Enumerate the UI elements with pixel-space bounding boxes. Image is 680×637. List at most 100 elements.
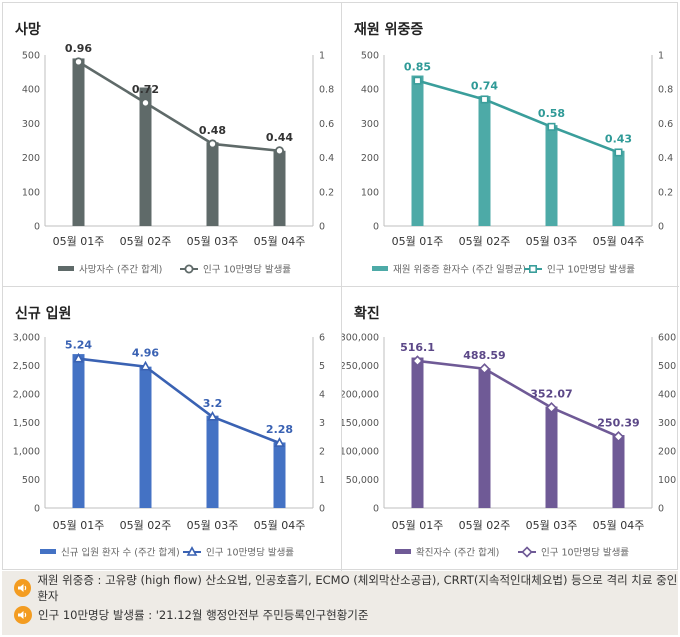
y-left-tick-label: 150,000	[342, 418, 379, 429]
note-critical-definition: 재원 위중증 : 고유량 (high flow) 산소요법, 인공호흡기, EC…	[14, 573, 678, 603]
legend-bar-label: 확진자수 (주간 합계)	[416, 547, 499, 559]
x-tick-label: 05월 04주	[593, 235, 645, 248]
y-left-tick-label: 100	[22, 187, 40, 198]
bar	[478, 96, 491, 226]
line-series	[78, 357, 280, 445]
line-marker	[411, 355, 424, 367]
line-marker	[74, 57, 84, 67]
y-left-tick-label: 100,000	[342, 447, 379, 458]
legend-line-label: 인구 10만명당 발생률	[206, 548, 294, 559]
bar	[545, 125, 558, 226]
legend-bar-swatch	[40, 549, 56, 554]
bar	[206, 142, 219, 226]
x-tick-label: 05월 01주	[53, 235, 105, 248]
data-label: 516.1	[400, 341, 435, 354]
note-text: 인구 10만명당 발생률 : '21.12월 행정안전부 주민등록인구현황기준	[38, 608, 369, 622]
line-marker	[207, 139, 217, 149]
line-marker	[73, 352, 84, 363]
line-marker	[274, 146, 284, 156]
y-right-tick-label: 0.2	[319, 187, 334, 198]
y-right-tick-label: 5	[319, 361, 325, 372]
y-left-tick-label: 1,000	[13, 447, 40, 458]
line-series	[417, 359, 620, 438]
y-right-tick-label: 0.4	[319, 153, 334, 164]
y-left-tick-label: 0	[34, 504, 40, 515]
x-tick-label: 05월 02주	[120, 519, 172, 532]
y-right-tick-label: 0.6	[658, 119, 673, 130]
legend-bar-label: 사망자수 (주간 합계)	[79, 264, 162, 276]
y-right-tick-label: 0	[658, 222, 664, 233]
chart-svg: 0 500 1,000 1,500 2,000 2,500 3,000 0 1 2 3 4 5 6 05월 …	[13, 333, 325, 559]
data-label: 0.44	[266, 131, 293, 144]
y-left-tick-label: 0	[34, 222, 40, 233]
y-right-tick-label: 3	[319, 418, 325, 429]
y-left-tick-label: 1,500	[13, 418, 40, 429]
y-left-tick-label: 2,500	[13, 361, 40, 372]
legend-line-label: 인구 10만명당 발생률	[547, 265, 635, 276]
chart-svg: 0 50,000 100,000 150,000 200,000 250,000 300,0…	[342, 333, 676, 559]
line-marker	[274, 437, 285, 447]
legend-bar-swatch	[372, 266, 388, 271]
y-left-tick-label: 200,000	[342, 390, 379, 401]
y-right-tick-label: 6	[319, 333, 325, 344]
y-right-tick-label: 0	[319, 504, 325, 515]
data-label: 3.2	[203, 397, 223, 410]
x-tick-label: 05월 01주	[53, 519, 105, 532]
legend-bar-label: 재원 위중증 환자수 (주간 일평균)	[393, 264, 526, 276]
bar	[139, 366, 152, 508]
data-label: 0.72	[132, 83, 159, 96]
data-label: 2.28	[266, 423, 293, 436]
line-marker	[547, 122, 556, 131]
x-tick-label: 05월 02주	[459, 235, 511, 248]
x-tick-label: 05월 04주	[593, 519, 645, 532]
bar	[72, 354, 85, 508]
x-tick-label: 05월 03주	[187, 235, 239, 248]
panel-title: 사망	[15, 22, 41, 38]
y-left-tick-label: 300,000	[342, 333, 379, 344]
data-label: 352.07	[530, 388, 572, 401]
y-right-tick-label: 1	[319, 475, 325, 486]
data-label: 0.48	[199, 124, 226, 137]
y-right-tick-label: 4	[319, 390, 325, 401]
line-marker	[140, 360, 151, 371]
panel-confirmed: 확진 0 50,000 100,000 150,000 200,000 250,000 30…	[342, 287, 680, 570]
bar	[545, 406, 558, 508]
y-right-tick-label: 600	[658, 333, 676, 344]
bar	[411, 357, 424, 508]
vertical-divider	[341, 3, 342, 571]
y-left-tick-label: 400	[22, 85, 40, 96]
legend-line-marker	[529, 264, 538, 273]
y-left-tick-label: 50,000	[346, 475, 379, 486]
bar	[139, 87, 152, 227]
line-series	[77, 60, 280, 153]
line-marker	[614, 148, 623, 157]
y-left-tick-label: 0	[373, 222, 379, 233]
y-right-tick-label: 400	[658, 390, 676, 401]
bar	[612, 150, 625, 226]
line-marker	[140, 98, 150, 108]
y-left-tick-label: 500	[361, 51, 379, 62]
panel-title: 확진	[354, 306, 380, 322]
data-label: 0.74	[471, 79, 498, 92]
y-left-tick-label: 200	[361, 153, 379, 164]
panel-admissions: 신규 입원 0 500 1,000 1,500 2,000 2,500 3,000 0 1 2 3 4…	[3, 287, 341, 570]
data-label: 488.59	[463, 349, 505, 362]
x-tick-label: 05월 03주	[526, 519, 578, 532]
chart-grid: 사망 0 100 200 300 400 500 0 0.2 0.4 0.6 0.8 1 05월 01주…	[2, 2, 680, 571]
y-left-tick-label: 500	[22, 51, 40, 62]
chart-svg: 0 100 200 300 400 500 0 0.2 0.4 0.6 0.8 1 05월 01주 05월…	[22, 42, 334, 276]
y-left-tick-label: 200	[22, 153, 40, 164]
note-rate-basis: 인구 10만명당 발생률 : '21.12월 행정안전부 주민등록인구현황기준	[14, 604, 368, 626]
bar	[478, 368, 491, 508]
y-left-tick-label: 400	[361, 85, 379, 96]
x-tick-label: 05월 03주	[187, 519, 239, 532]
bar	[72, 58, 85, 226]
y-left-tick-label: 500	[22, 475, 40, 486]
legend-line-label: 인구 10만명당 발생률	[541, 548, 629, 559]
y-right-tick-label: 300	[658, 418, 676, 429]
horizontal-divider	[3, 286, 679, 287]
y-right-tick-label: 0.8	[658, 85, 673, 96]
speaker-icon	[14, 579, 32, 597]
x-tick-label: 05월 04주	[254, 519, 306, 532]
y-left-tick-label: 250,000	[342, 361, 379, 372]
